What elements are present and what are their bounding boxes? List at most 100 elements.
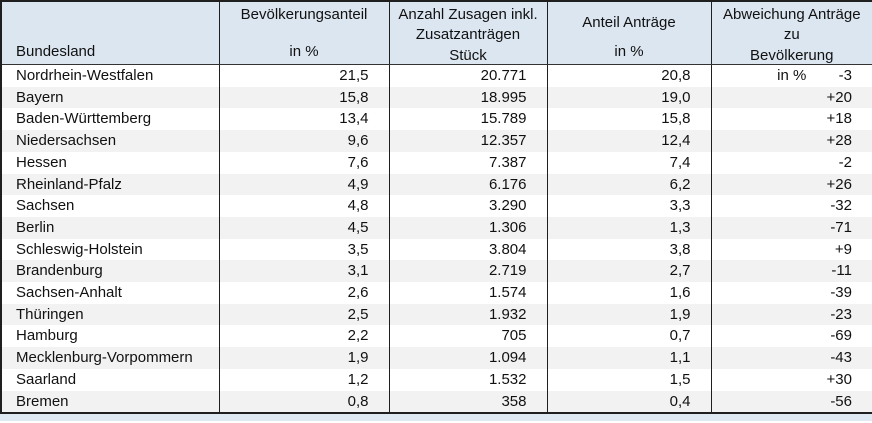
column-header-anteil-antraege: Anteil Anträge in % <box>546 1 711 65</box>
value-cell: 1,9 <box>218 347 389 369</box>
value-cell: 12,4 <box>546 130 711 152</box>
state-name-cell: Mecklenburg-Vorpommern <box>1 347 219 369</box>
value-cell: 20,8 <box>546 64 711 87</box>
value-cell: +20 <box>710 86 872 109</box>
value-cell: 18.995 <box>388 86 547 109</box>
state-name-cell: Thüringen <box>1 303 219 326</box>
value-cell: 1.532 <box>388 368 547 391</box>
value-cell: -69 <box>710 325 872 348</box>
table-row: Brandenburg 3,1 2.719 2,7 -11 <box>1 260 872 283</box>
value-cell: 13,4 <box>218 108 389 131</box>
value-cell: 20.771 <box>388 64 547 87</box>
column-label-line2: Zusatzanträgen <box>415 26 521 44</box>
state-name-cell: Baden-Württemberg <box>1 108 219 131</box>
column-header-bevoelkerungsanteil: Bevölkerungsanteil in % <box>218 1 389 65</box>
column-label-line2: Bevölkerung <box>750 46 834 64</box>
column-header-bundesland: Bundesland <box>1 1 219 65</box>
table-row: Hamburg 2,2 705 0,7 -69 <box>1 325 872 348</box>
value-cell: 0,4 <box>546 390 711 414</box>
value-cell: 2,6 <box>218 282 389 304</box>
value-cell: 3,8 <box>546 238 711 261</box>
state-name-cell: Saarland <box>1 368 219 391</box>
column-label: Anzahl Zusagen inkl. <box>398 6 538 23</box>
column-header-abweichung: Abweichung Anträge zu Bevölkerung in % <box>710 1 872 84</box>
table-row: Thüringen 2,5 1.932 1,9 -23 <box>1 303 872 326</box>
state-name-cell: Schleswig-Holstein <box>1 238 219 261</box>
value-cell: -32 <box>710 195 872 217</box>
table-row: Bremen 0,8 358 0,4 -56 <box>1 390 872 414</box>
table-row: Berlin 4,5 1.306 1,3 -71 <box>1 216 872 239</box>
table-row: Baden-Württemberg 13,4 15.789 15,8 +18 <box>1 108 872 131</box>
value-cell: 1,9 <box>546 303 711 326</box>
state-name-cell: Bayern <box>1 86 219 109</box>
table-row: Rheinland-Pfalz 4,9 6.176 6,2 +26 <box>1 173 872 196</box>
value-cell: -23 <box>710 303 872 326</box>
table-row: Schleswig-Holstein 3,5 3.804 3,8 +9 <box>1 238 872 261</box>
value-cell: -39 <box>710 282 872 304</box>
state-name-cell: Hessen <box>1 151 219 174</box>
state-name-cell: Sachsen <box>1 195 219 217</box>
column-unit: in % <box>777 66 807 84</box>
state-name-cell: Berlin <box>1 216 219 239</box>
value-cell: 1,1 <box>546 347 711 369</box>
value-cell: 7.387 <box>388 151 547 174</box>
value-cell: -11 <box>710 260 872 283</box>
column-label: Bevölkerungsanteil <box>240 6 368 23</box>
value-cell: 1,5 <box>546 368 711 391</box>
value-cell: 6,2 <box>546 173 711 196</box>
value-cell: 4,5 <box>218 216 389 239</box>
table-row: Sachsen 4,8 3.290 3,3 -32 <box>1 195 872 217</box>
column-unit: Stück <box>449 46 487 64</box>
state-name-cell: Hamburg <box>1 325 219 348</box>
table-row: Mecklenburg-Vorpommern 1,9 1.094 1,1 -43 <box>1 347 872 369</box>
column-label: Abweichung Anträge zu <box>722 6 861 44</box>
value-cell: 705 <box>388 325 547 348</box>
column-unit: in % <box>289 43 319 60</box>
value-cell: 358 <box>388 390 547 414</box>
value-cell: +9 <box>710 238 872 261</box>
value-cell: 2,2 <box>218 325 389 348</box>
value-cell: 3,5 <box>218 238 389 261</box>
value-cell: 2,7 <box>546 260 711 283</box>
column-header-anzahl-zusagen: Anzahl Zusagen inkl. Zusatzanträgen Stüc… <box>388 1 547 65</box>
value-cell: 12.357 <box>388 130 547 152</box>
value-cell: 1.094 <box>388 347 547 369</box>
value-cell: 9,6 <box>218 130 389 152</box>
value-cell: 1,2 <box>218 368 389 391</box>
value-cell: 7,6 <box>218 151 389 174</box>
value-cell: 15.789 <box>388 108 547 131</box>
value-cell: 0,7 <box>546 325 711 348</box>
value-cell: 3.290 <box>388 195 547 217</box>
value-cell: -2 <box>710 151 872 174</box>
header-row: Bundesland Bevölkerungsanteil in % <box>1 1 872 84</box>
value-cell: 1.574 <box>388 282 547 304</box>
value-cell: 3.804 <box>388 238 547 261</box>
table-body: Nordrhein-Westfalen 21,5 20.771 20,8 -3 Bayer… <box>1 64 872 414</box>
table-row: Saarland 1,2 1.532 1,5 +30 <box>1 368 872 391</box>
value-cell: +26 <box>710 173 872 196</box>
value-cell: 2,5 <box>218 303 389 326</box>
value-cell: 15,8 <box>546 108 711 131</box>
value-cell: 1.932 <box>388 303 547 326</box>
table-row: Niedersachsen 9,6 12.357 12,4 +28 <box>1 130 872 152</box>
value-cell: 19,0 <box>546 86 711 109</box>
value-cell: 6.176 <box>388 173 547 196</box>
state-name-cell: Brandenburg <box>1 260 219 283</box>
table-header: Bundesland Bevölkerungsanteil in % <box>1 1 872 84</box>
state-name-cell: Niedersachsen <box>1 130 219 152</box>
value-cell: 1,6 <box>546 282 711 304</box>
value-cell: 0,8 <box>218 390 389 414</box>
column-label: Anteil Anträge <box>582 14 676 32</box>
value-cell: -43 <box>710 347 872 369</box>
column-label: Bundesland <box>16 42 96 60</box>
state-name-cell: Nordrhein-Westfalen <box>1 64 219 87</box>
value-cell: 15,8 <box>218 86 389 109</box>
value-cell: +18 <box>710 108 872 131</box>
value-cell: 7,4 <box>546 151 711 174</box>
table-row: Bayern 15,8 18.995 19,0 +20 <box>1 86 872 109</box>
table-row: Nordrhein-Westfalen 21,5 20.771 20,8 -3 <box>1 64 872 87</box>
value-cell: -56 <box>710 390 872 414</box>
value-cell: 4,9 <box>218 173 389 196</box>
